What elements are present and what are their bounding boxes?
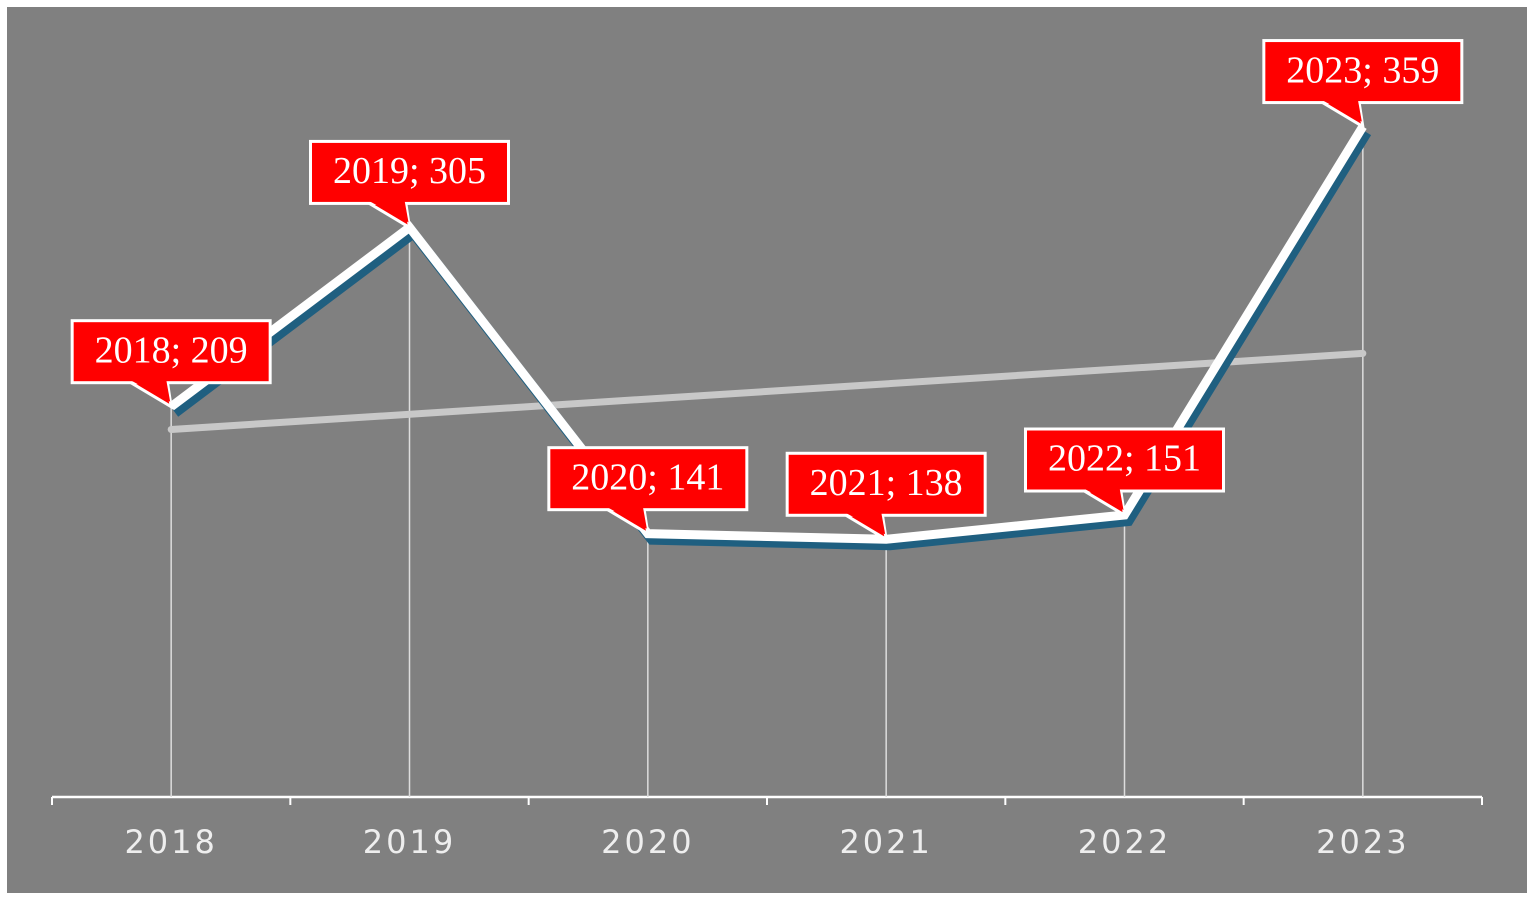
data-label: 2018; 209 xyxy=(95,329,248,371)
x-tick-label: 2020 xyxy=(601,823,694,861)
plot-background xyxy=(7,7,1527,893)
x-tick-label: 2021 xyxy=(839,823,932,861)
data-label: 2021; 138 xyxy=(810,462,963,504)
label-pointer-fill xyxy=(1082,488,1124,511)
label-box xyxy=(70,319,272,385)
x-tick-label: 2018 xyxy=(124,823,217,861)
data-label: 2019; 305 xyxy=(333,150,486,192)
trendline xyxy=(167,349,1367,433)
label-pointer-fill xyxy=(844,512,886,535)
x-tick-label: 2022 xyxy=(1078,823,1171,861)
data-label: 2022; 151 xyxy=(1048,438,1201,480)
x-tick-label: 2023 xyxy=(1316,823,1409,861)
label-box xyxy=(309,139,510,205)
label-box xyxy=(1024,427,1225,493)
label-box xyxy=(547,446,749,512)
label-pointer-fill xyxy=(606,506,647,529)
label-pointer-fill xyxy=(129,379,171,402)
data-label: 2020; 141 xyxy=(571,456,724,498)
label-pointer-fill xyxy=(1321,99,1362,122)
data-label: 2023; 359 xyxy=(1286,49,1439,91)
label-box xyxy=(1262,39,1464,105)
x-tick-label: 2019 xyxy=(363,823,456,861)
label-box xyxy=(785,451,987,517)
label-pointer-fill xyxy=(367,200,409,223)
